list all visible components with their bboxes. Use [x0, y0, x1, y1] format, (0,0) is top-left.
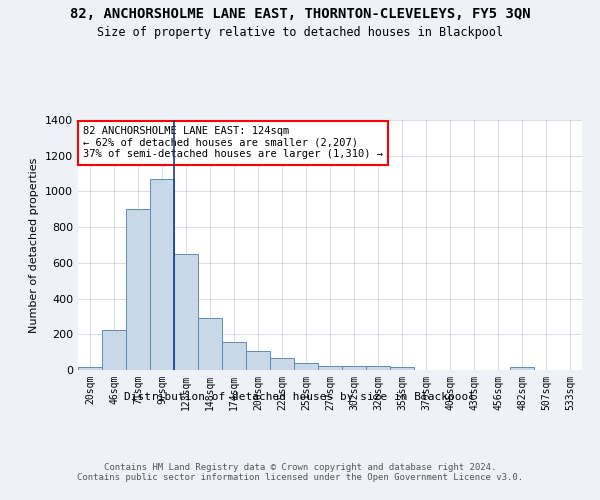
Bar: [294, 363, 318, 370]
Bar: [246, 351, 270, 370]
Bar: [174, 254, 198, 370]
Text: 82 ANCHORSHOLME LANE EAST: 124sqm
← 62% of detached houses are smaller (2,207)
3: 82 ANCHORSHOLME LANE EAST: 124sqm ← 62% …: [83, 126, 383, 160]
Text: Distribution of detached houses by size in Blackpool: Distribution of detached houses by size …: [125, 392, 476, 402]
Text: 82, ANCHORSHOLME LANE EAST, THORNTON-CLEVELEYS, FY5 3QN: 82, ANCHORSHOLME LANE EAST, THORNTON-CLE…: [70, 8, 530, 22]
Bar: [222, 342, 246, 370]
Bar: [198, 318, 222, 370]
Bar: [150, 179, 174, 370]
Bar: [270, 358, 294, 370]
Bar: [390, 368, 414, 370]
Text: Size of property relative to detached houses in Blackpool: Size of property relative to detached ho…: [97, 26, 503, 39]
Bar: [126, 210, 150, 370]
Bar: [366, 366, 390, 370]
Text: Contains HM Land Registry data © Crown copyright and database right 2024.
Contai: Contains HM Land Registry data © Crown c…: [77, 462, 523, 482]
Bar: [78, 368, 102, 370]
Y-axis label: Number of detached properties: Number of detached properties: [29, 158, 40, 332]
Bar: [318, 366, 342, 370]
Bar: [510, 368, 534, 370]
Bar: [342, 366, 366, 370]
Bar: [102, 330, 126, 370]
